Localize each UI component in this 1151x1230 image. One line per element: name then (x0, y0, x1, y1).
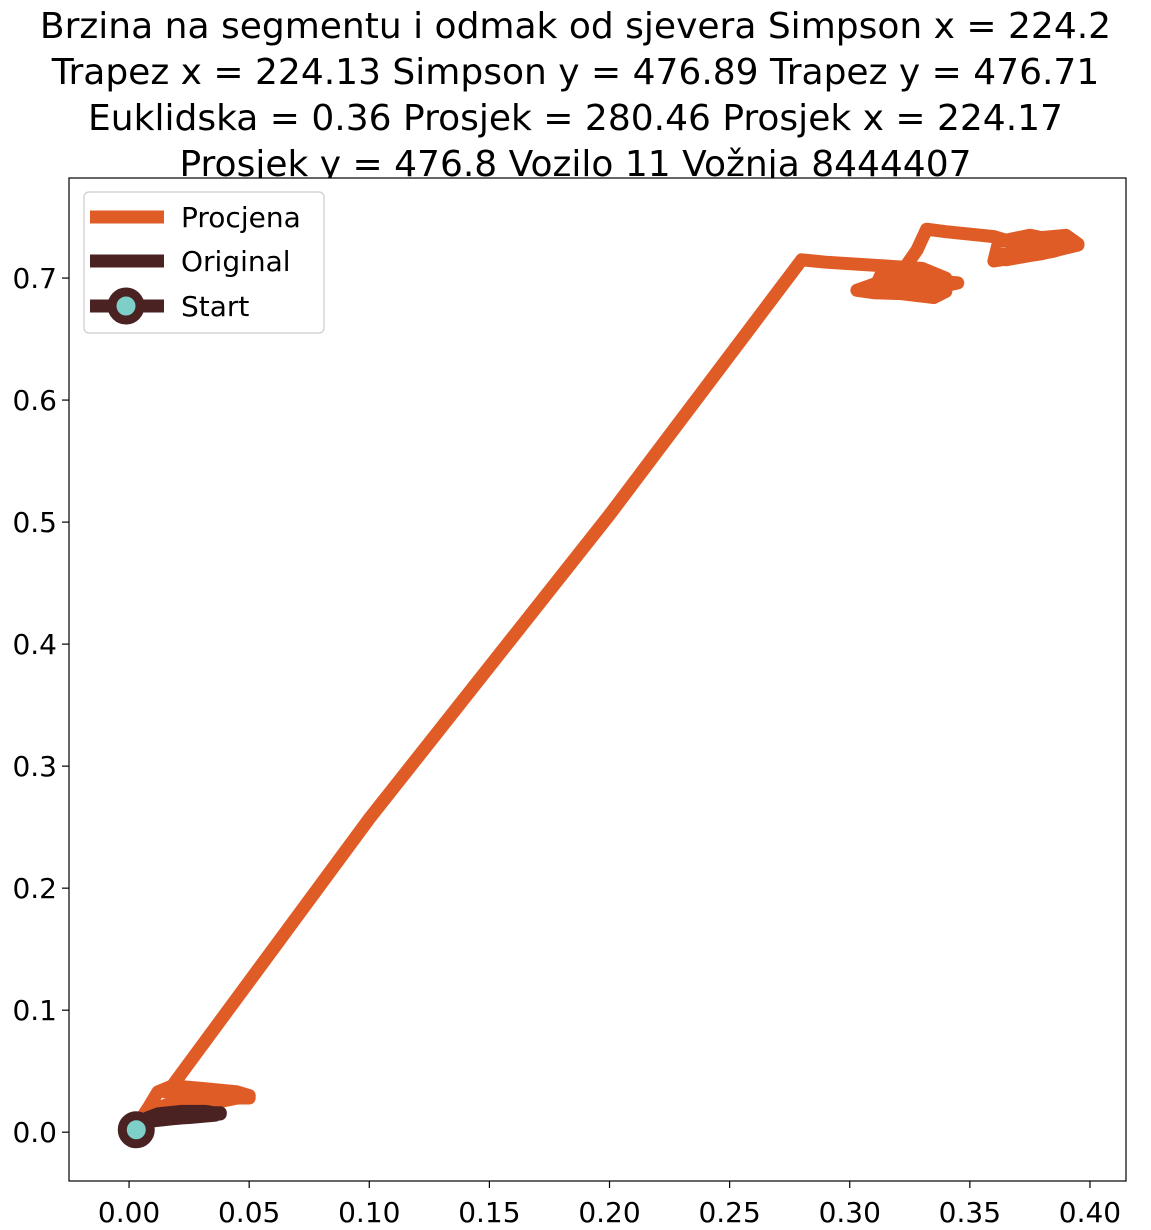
x-tick-label: 0.10 (338, 1196, 400, 1229)
x-tick-label: 0.15 (458, 1196, 520, 1229)
x-tick-label: 0.40 (1059, 1196, 1121, 1229)
title-line-2: Trapez x = 224.13 Simpson y = 476.89 Tra… (51, 52, 1100, 93)
plot-frame (68, 177, 1127, 1182)
series-layer (117, 222, 1085, 1149)
y-tick-label: 0.6 (12, 384, 57, 417)
x-tick-label: 0.00 (98, 1196, 160, 1229)
y-tick-label: 0.5 (12, 506, 57, 539)
x-tick-label: 0.20 (578, 1196, 640, 1229)
y-tick-label: 0.3 (12, 750, 57, 783)
legend: Procjena Original Start (83, 191, 325, 334)
legend-start-marker (107, 287, 145, 325)
y-axis: 0.0 0.1 0.2 0.3 0.4 0.5 0.6 0.7 (12, 262, 69, 1149)
y-tick-label: 0.2 (12, 872, 57, 905)
y-tick-label: 0.7 (12, 262, 57, 295)
title-line-3: Euklidska = 0.36 Prosjek = 280.46 Prosje… (88, 98, 1063, 139)
x-tick-label: 0.05 (218, 1196, 280, 1229)
y-tick-label: 0.0 (12, 1116, 57, 1149)
y-tick-label: 0.4 (12, 628, 57, 661)
legend-label-original: Original (181, 245, 291, 278)
x-tick-label: 0.30 (819, 1196, 881, 1229)
y-tick-label: 0.1 (12, 994, 57, 1027)
legend-label-procjena: Procjena (181, 201, 301, 234)
x-tick-label: 0.25 (698, 1196, 760, 1229)
legend-box (83, 191, 325, 334)
plot-area (69, 178, 1126, 1181)
legend-label-start: Start (181, 290, 249, 323)
x-axis: 0.00 0.05 0.10 0.15 0.20 0.25 0.30 0.35 0.40 (98, 1181, 1121, 1229)
x-tick-label: 0.35 (939, 1196, 1001, 1229)
title-line-1: Brzina na segmentu i odmak od sjevera Si… (39, 6, 1112, 47)
start-marker (117, 1111, 155, 1149)
